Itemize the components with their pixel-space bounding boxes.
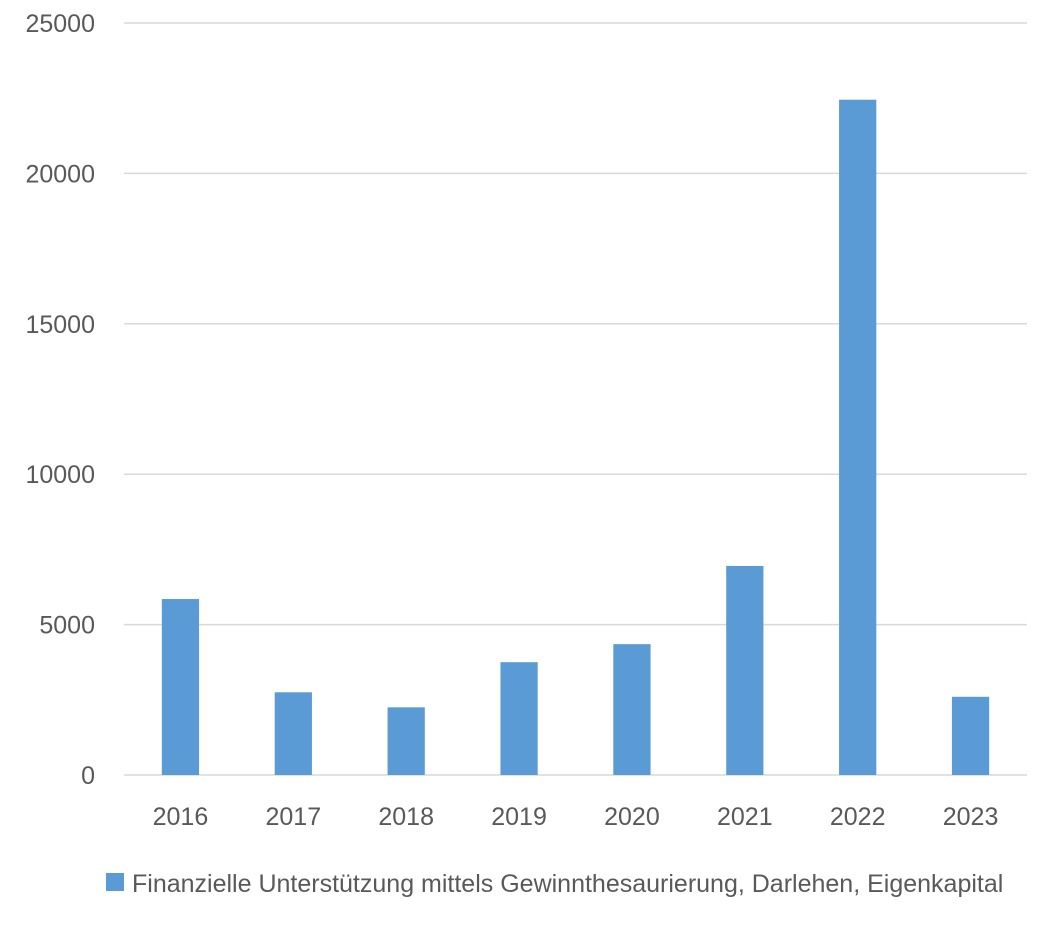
x-tick-label: 2018 bbox=[378, 803, 434, 831]
bar-2018 bbox=[387, 707, 425, 775]
x-tick-label: 2023 bbox=[943, 803, 999, 831]
x-axis: 2016 2017 2018 2019 2020 2021 2022 2023 bbox=[153, 803, 999, 831]
bar-2022 bbox=[839, 99, 877, 776]
y-tick-label: 20000 bbox=[25, 160, 95, 188]
y-axis: 0 5000 10000 15000 20000 25000 bbox=[25, 10, 95, 790]
gridlines bbox=[124, 22, 1027, 776]
y-tick-label: 15000 bbox=[25, 311, 95, 339]
x-tick-label: 2019 bbox=[491, 803, 547, 831]
x-tick-label: 2016 bbox=[153, 803, 209, 831]
x-tick-label: 2020 bbox=[604, 803, 660, 831]
bar-2016 bbox=[161, 599, 200, 775]
legend: Finanzielle Unterstützung mittels Gewinn… bbox=[106, 866, 1006, 902]
x-tick-label: 2021 bbox=[717, 803, 773, 831]
bars bbox=[161, 99, 990, 776]
y-tick-label: 10000 bbox=[25, 461, 95, 489]
y-tick-label: 0 bbox=[81, 762, 95, 790]
bar-2017 bbox=[274, 692, 312, 775]
x-tick-label: 2022 bbox=[830, 803, 886, 831]
legend-label: Finanzielle Unterstützung mittels Gewinn… bbox=[132, 870, 1004, 898]
bar-2021 bbox=[726, 565, 764, 775]
y-tick-label: 5000 bbox=[39, 612, 95, 640]
y-tick-label: 25000 bbox=[25, 10, 95, 38]
bar-2020 bbox=[613, 644, 651, 775]
bar-2023 bbox=[951, 696, 990, 775]
legend-swatch bbox=[106, 873, 124, 891]
bar-2019 bbox=[500, 662, 538, 775]
x-tick-label: 2017 bbox=[266, 803, 322, 831]
